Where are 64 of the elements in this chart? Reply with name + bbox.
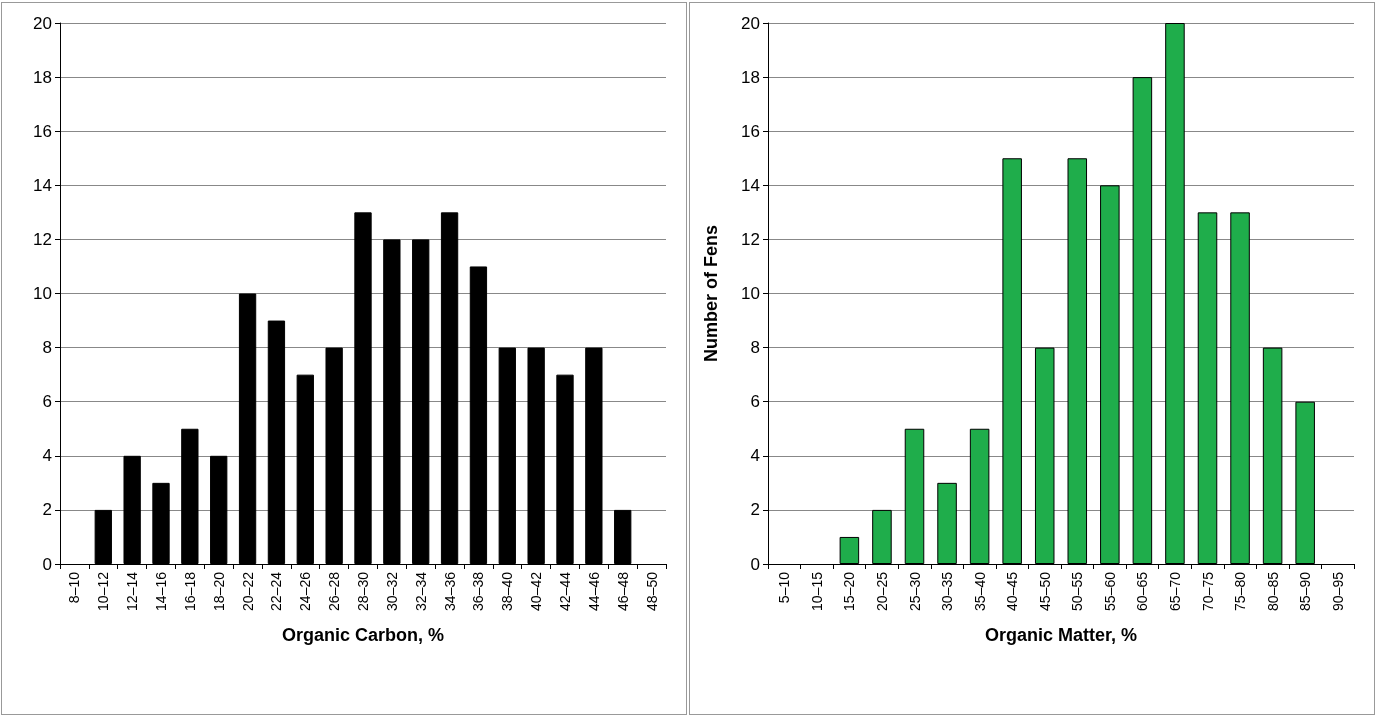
x-tick-label: 42–44 (557, 571, 573, 611)
y-tick-label: 10 (33, 284, 52, 303)
y-tick-label: 8 (750, 338, 760, 358)
y-tick-label: 6 (750, 392, 760, 412)
y-tick-label: 20 (741, 13, 760, 33)
x-axis-title: Organic Carbon, % (281, 625, 445, 645)
y-tick-label: 16 (33, 121, 52, 141)
x-tick-label: 46–48 (614, 571, 631, 611)
x-tick-label: 90–95 (1329, 571, 1346, 611)
x-tick-label: 16–18 (181, 571, 198, 611)
y-tick-label: 0 (750, 554, 760, 574)
x-tick-label: 70–75 (1199, 571, 1216, 611)
x-tick-label: 30–32 (383, 571, 400, 611)
x-tick-label: 20–25 (873, 571, 890, 611)
x-tick-label: 50–55 (1069, 571, 1086, 611)
x-axis-title: Organic Matter, % (984, 625, 1138, 645)
x-tick-label: 48–50 (643, 571, 660, 611)
x-tick-label: 34–36 (441, 571, 458, 611)
x-tick-label: 44–46 (585, 571, 602, 611)
y-tick-label: 14 (741, 175, 760, 195)
y-tick-label: 8 (42, 338, 52, 358)
x-tick-label: 5–10 (776, 571, 793, 604)
x-tick-label: 75–80 (1232, 571, 1249, 611)
x-tick-label: 28–30 (355, 571, 371, 611)
y-tick-label: 16 (741, 121, 760, 141)
x-tick-label: 65–70 (1166, 571, 1183, 611)
x-tick-label: 20–22 (239, 571, 256, 611)
y-tick-label: 2 (42, 500, 52, 520)
x-tick-label: 10–12 (95, 571, 112, 611)
x-tick-label: 85–90 (1297, 571, 1314, 611)
x-tick-label: 26–28 (326, 571, 343, 611)
x-tick-label: 40–45 (1004, 571, 1021, 611)
x-tick-label: 45–50 (1036, 571, 1053, 611)
x-tick-label: 12–14 (124, 571, 141, 611)
x-tick-label: 36–38 (470, 571, 487, 611)
x-tick-label: 38–40 (499, 571, 516, 611)
x-tick-label: 18–20 (210, 571, 227, 611)
y-tick-label: 2 (750, 500, 760, 520)
x-tick-label: 80–85 (1264, 571, 1281, 611)
x-tick-label: 60–65 (1134, 571, 1151, 611)
x-tick-label: 30–35 (939, 571, 956, 611)
x-tick-label: 14–16 (153, 571, 169, 611)
y-tick-label: 12 (741, 229, 760, 249)
x-tick-label: 35–40 (971, 571, 988, 611)
y-tick-label: 10 (741, 284, 760, 303)
y-tick-label: 18 (33, 67, 52, 87)
y-tick-label: 6 (42, 392, 52, 412)
y-tick-label: 0 (42, 554, 52, 574)
y-tick-label: 14 (33, 175, 52, 195)
x-tick-label: 15–20 (841, 571, 858, 611)
y-tick-label: 12 (33, 229, 52, 249)
x-tick-label: 8–10 (66, 571, 83, 604)
y-tick-label: 20 (33, 13, 52, 33)
x-tick-label: 10–15 (808, 571, 825, 611)
y-tick-label: 4 (750, 446, 760, 466)
x-tick-label: 24–26 (297, 571, 314, 611)
x-tick-label: 25–30 (906, 571, 923, 611)
y-axis-title: Number of Fens (701, 224, 721, 363)
y-tick-label: 18 (741, 67, 760, 87)
x-tick-label: 32–34 (412, 571, 429, 611)
x-tick-label: 22–24 (268, 571, 285, 611)
x-tick-label: 40–42 (528, 571, 545, 611)
x-tick-label: 55–60 (1101, 571, 1118, 611)
y-tick-label: 4 (42, 446, 52, 466)
